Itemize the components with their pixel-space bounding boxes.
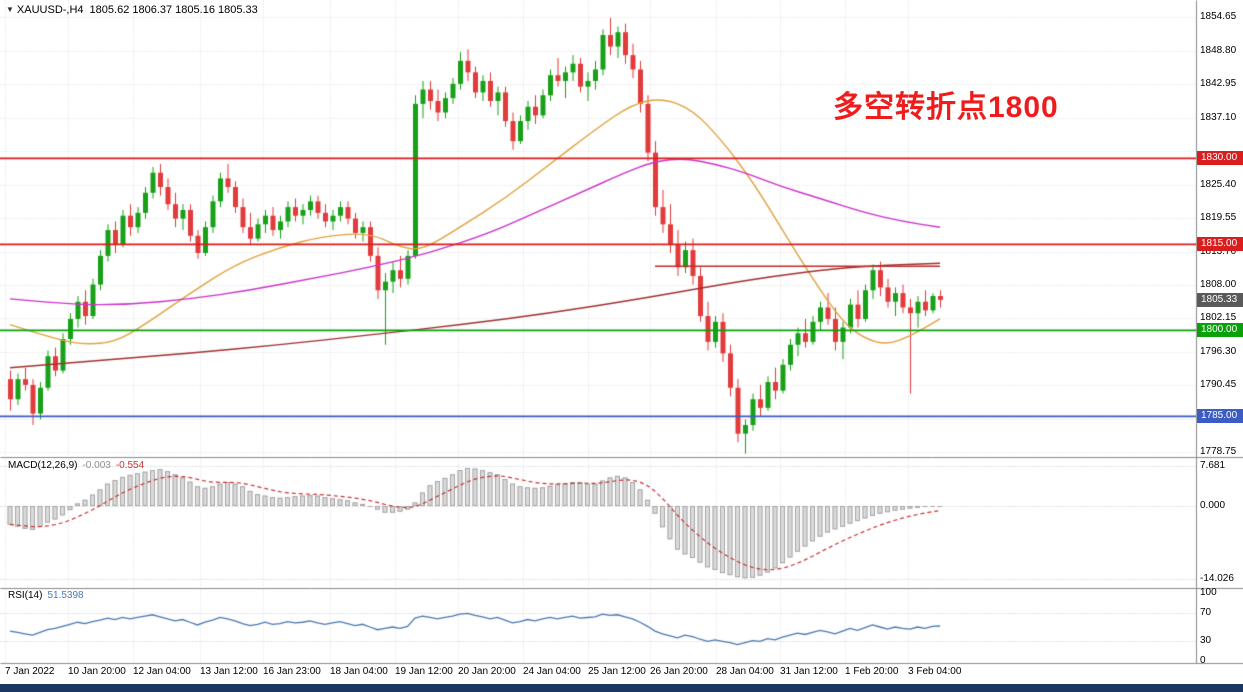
price-axis-label: 1825.40 <box>1200 178 1237 190</box>
time-axis-label: 10 Jan 20:00 <box>68 666 126 677</box>
macd-name: MACD(12,26,9) <box>8 460 78 471</box>
time-axis-label: 31 Jan 12:00 <box>780 666 838 677</box>
price-axis-label: 1854.65 <box>1200 11 1237 22</box>
rsi-axis-label: 30 <box>1200 634 1212 646</box>
rsi-indicator-label: RSI(14) 51.5398 <box>8 590 89 601</box>
rsi-axis-label: 70 <box>1200 607 1212 619</box>
time-axis-label: 20 Jan 20:00 <box>458 666 516 677</box>
price-axis-label: 1837.10 <box>1200 111 1237 123</box>
rsi-axis-label: 0 <box>1200 655 1206 666</box>
rsi-axis-label: 100 <box>1200 587 1217 598</box>
price-tag-180533: 1805.33 <box>1197 292 1243 307</box>
chart-annotation-text: 多空转折点1800 <box>833 91 1059 124</box>
time-axis-label: 26 Jan 20:00 <box>650 666 708 677</box>
time-axis-label: 1 Feb 20:00 <box>845 666 899 677</box>
price-axis-label: 1808.00 <box>1200 278 1237 290</box>
time-axis-label: 7 Jan 2022 <box>5 666 55 677</box>
price-tag-180000: 1800.00 <box>1197 323 1243 338</box>
price-axis-label: 1802.15 <box>1200 312 1237 324</box>
time-axis-label: 28 Jan 04:00 <box>716 666 774 677</box>
price-axis-label: 1778.75 <box>1200 446 1237 458</box>
symbol-dropdown-icon[interactable]: ▼ <box>6 5 14 14</box>
price-tag-183000: 1830.00 <box>1197 151 1243 166</box>
price-axis-label: 1842.95 <box>1200 78 1237 90</box>
time-axis-label: 13 Jan 12:00 <box>200 666 258 677</box>
rsi-name: RSI(14) <box>8 590 43 601</box>
price-tag-178500: 1785.00 <box>1197 409 1243 424</box>
price-axis-label: 1848.80 <box>1200 44 1237 56</box>
macd-signal-value: -0.554 <box>115 460 145 471</box>
time-axis-label: 3 Feb 04:00 <box>908 666 962 677</box>
chart-title-ohlc: 1805.62 1806.37 1805.16 1805.33 <box>89 4 258 16</box>
time-axis-label: 19 Jan 12:00 <box>395 666 453 677</box>
price-axis-label: 1819.55 <box>1200 212 1237 224</box>
price-tag-181500: 1815.00 <box>1197 237 1243 252</box>
macd-main-value: -0.003 <box>82 460 111 471</box>
rsi-value: 51.5398 <box>47 590 84 601</box>
time-axis-label: 18 Jan 04:00 <box>330 666 388 677</box>
chart-title-symbol: XAUUSD-,H4 <box>16 4 84 16</box>
chart-title: ▼ XAUUSD-,H4 1805.62 1806.37 1805.16 1805.… <box>6 4 258 16</box>
macd-axis-label: -14.026 <box>1200 572 1234 584</box>
price-axis-label: 1790.45 <box>1200 379 1237 391</box>
window-bottom-edge <box>0 684 1243 692</box>
macd-axis-label: 0.000 <box>1200 500 1226 511</box>
time-axis-label: 12 Jan 04:00 <box>133 666 191 677</box>
macd-indicator-label: MACD(12,26,9) -0.003 -0.554 <box>8 460 149 471</box>
macd-axis-label: 7.681 <box>1200 460 1226 472</box>
time-axis-label: 24 Jan 04:00 <box>523 666 581 677</box>
time-axis-label: 25 Jan 12:00 <box>588 666 646 677</box>
time-axis-label: 16 Jan 23:00 <box>263 666 321 677</box>
price-axis-label: 1796.30 <box>1200 345 1237 357</box>
